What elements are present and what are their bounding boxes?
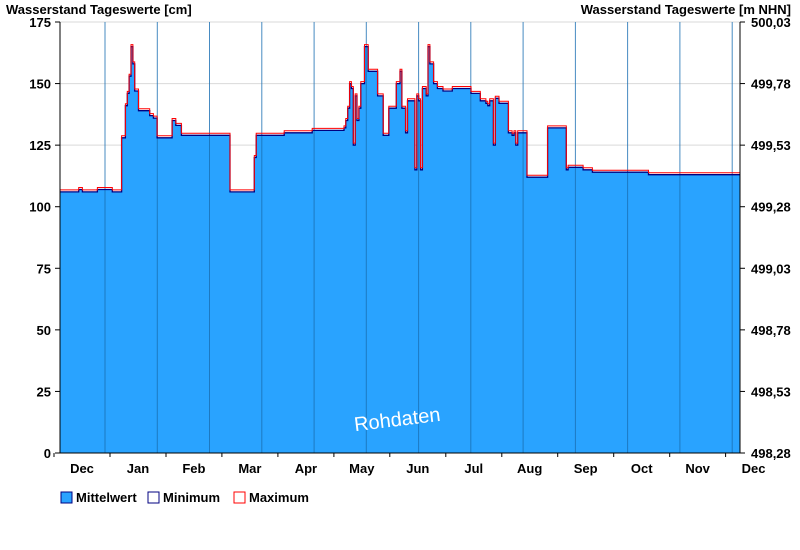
left-tick-label: 50 (37, 323, 51, 338)
month-tick-label: Aug (517, 461, 542, 476)
month-tick-label: Jul (464, 461, 483, 476)
right-tick-label: 498,78 (751, 323, 791, 338)
month-tick-labels: Dec Jan Feb Mar Apr May Jun Jul Aug Sep Oct Nov Dec (70, 461, 765, 476)
right-tick-label: 499,03 (751, 261, 791, 276)
month-tick-label: Dec (70, 461, 94, 476)
legend: Mittelwert Minimum Maximum (60, 490, 309, 505)
legend-label-mean: Mittelwert (76, 490, 137, 505)
month-tick-label: Feb (182, 461, 205, 476)
series-maximum-line (60, 44, 740, 191)
axes (53, 21, 745, 457)
legend-label-minimum: Minimum (163, 490, 220, 505)
right-tick-label: 499,78 (751, 77, 791, 92)
month-tick-label: Apr (295, 461, 317, 476)
month-tick-label: Sep (574, 461, 598, 476)
right-tick-label: 500,03 (751, 15, 791, 30)
legend-swatch-minimum (147, 491, 160, 504)
right-tick-label: 498,28 (751, 446, 791, 461)
plot-area (60, 22, 740, 453)
left-tick-label: 150 (29, 77, 51, 92)
left-tick-label: 175 (29, 15, 51, 30)
month-tick-label: Nov (685, 461, 710, 476)
left-tick-labels: 0 25 50 75 100 125 150 175 (29, 15, 51, 461)
right-tick-label: 499,28 (751, 200, 791, 215)
legend-label-maximum: Maximum (249, 490, 309, 505)
left-axis-title: Wasserstand Tageswerte [cm] (6, 2, 192, 17)
month-tick-label: Jun (406, 461, 429, 476)
left-tick-label: 25 (37, 384, 51, 399)
left-tick-label: 0 (44, 446, 51, 461)
left-tick-label: 100 (29, 200, 51, 215)
right-axis-title: Wasserstand Tageswerte [m NHN] (581, 2, 791, 17)
month-tick-label: Dec (742, 461, 766, 476)
month-tick-label: Jan (127, 461, 149, 476)
series-minimum-line (60, 45, 740, 193)
month-tick-label: Oct (631, 461, 653, 476)
legend-swatch-mean (60, 491, 73, 504)
legend-swatch-maximum (233, 491, 246, 504)
left-tick-label: 75 (37, 261, 51, 276)
right-tick-label: 499,53 (751, 138, 791, 153)
series-mean-area (60, 46, 740, 453)
left-tick-label: 125 (29, 138, 51, 153)
month-tick-label: Mar (238, 461, 261, 476)
month-tick-label: May (349, 461, 375, 476)
right-tick-label: 498,53 (751, 384, 791, 399)
right-tick-labels: 498,28 498,53 498,78 499,03 499,28 499,53 499,… (751, 15, 791, 461)
